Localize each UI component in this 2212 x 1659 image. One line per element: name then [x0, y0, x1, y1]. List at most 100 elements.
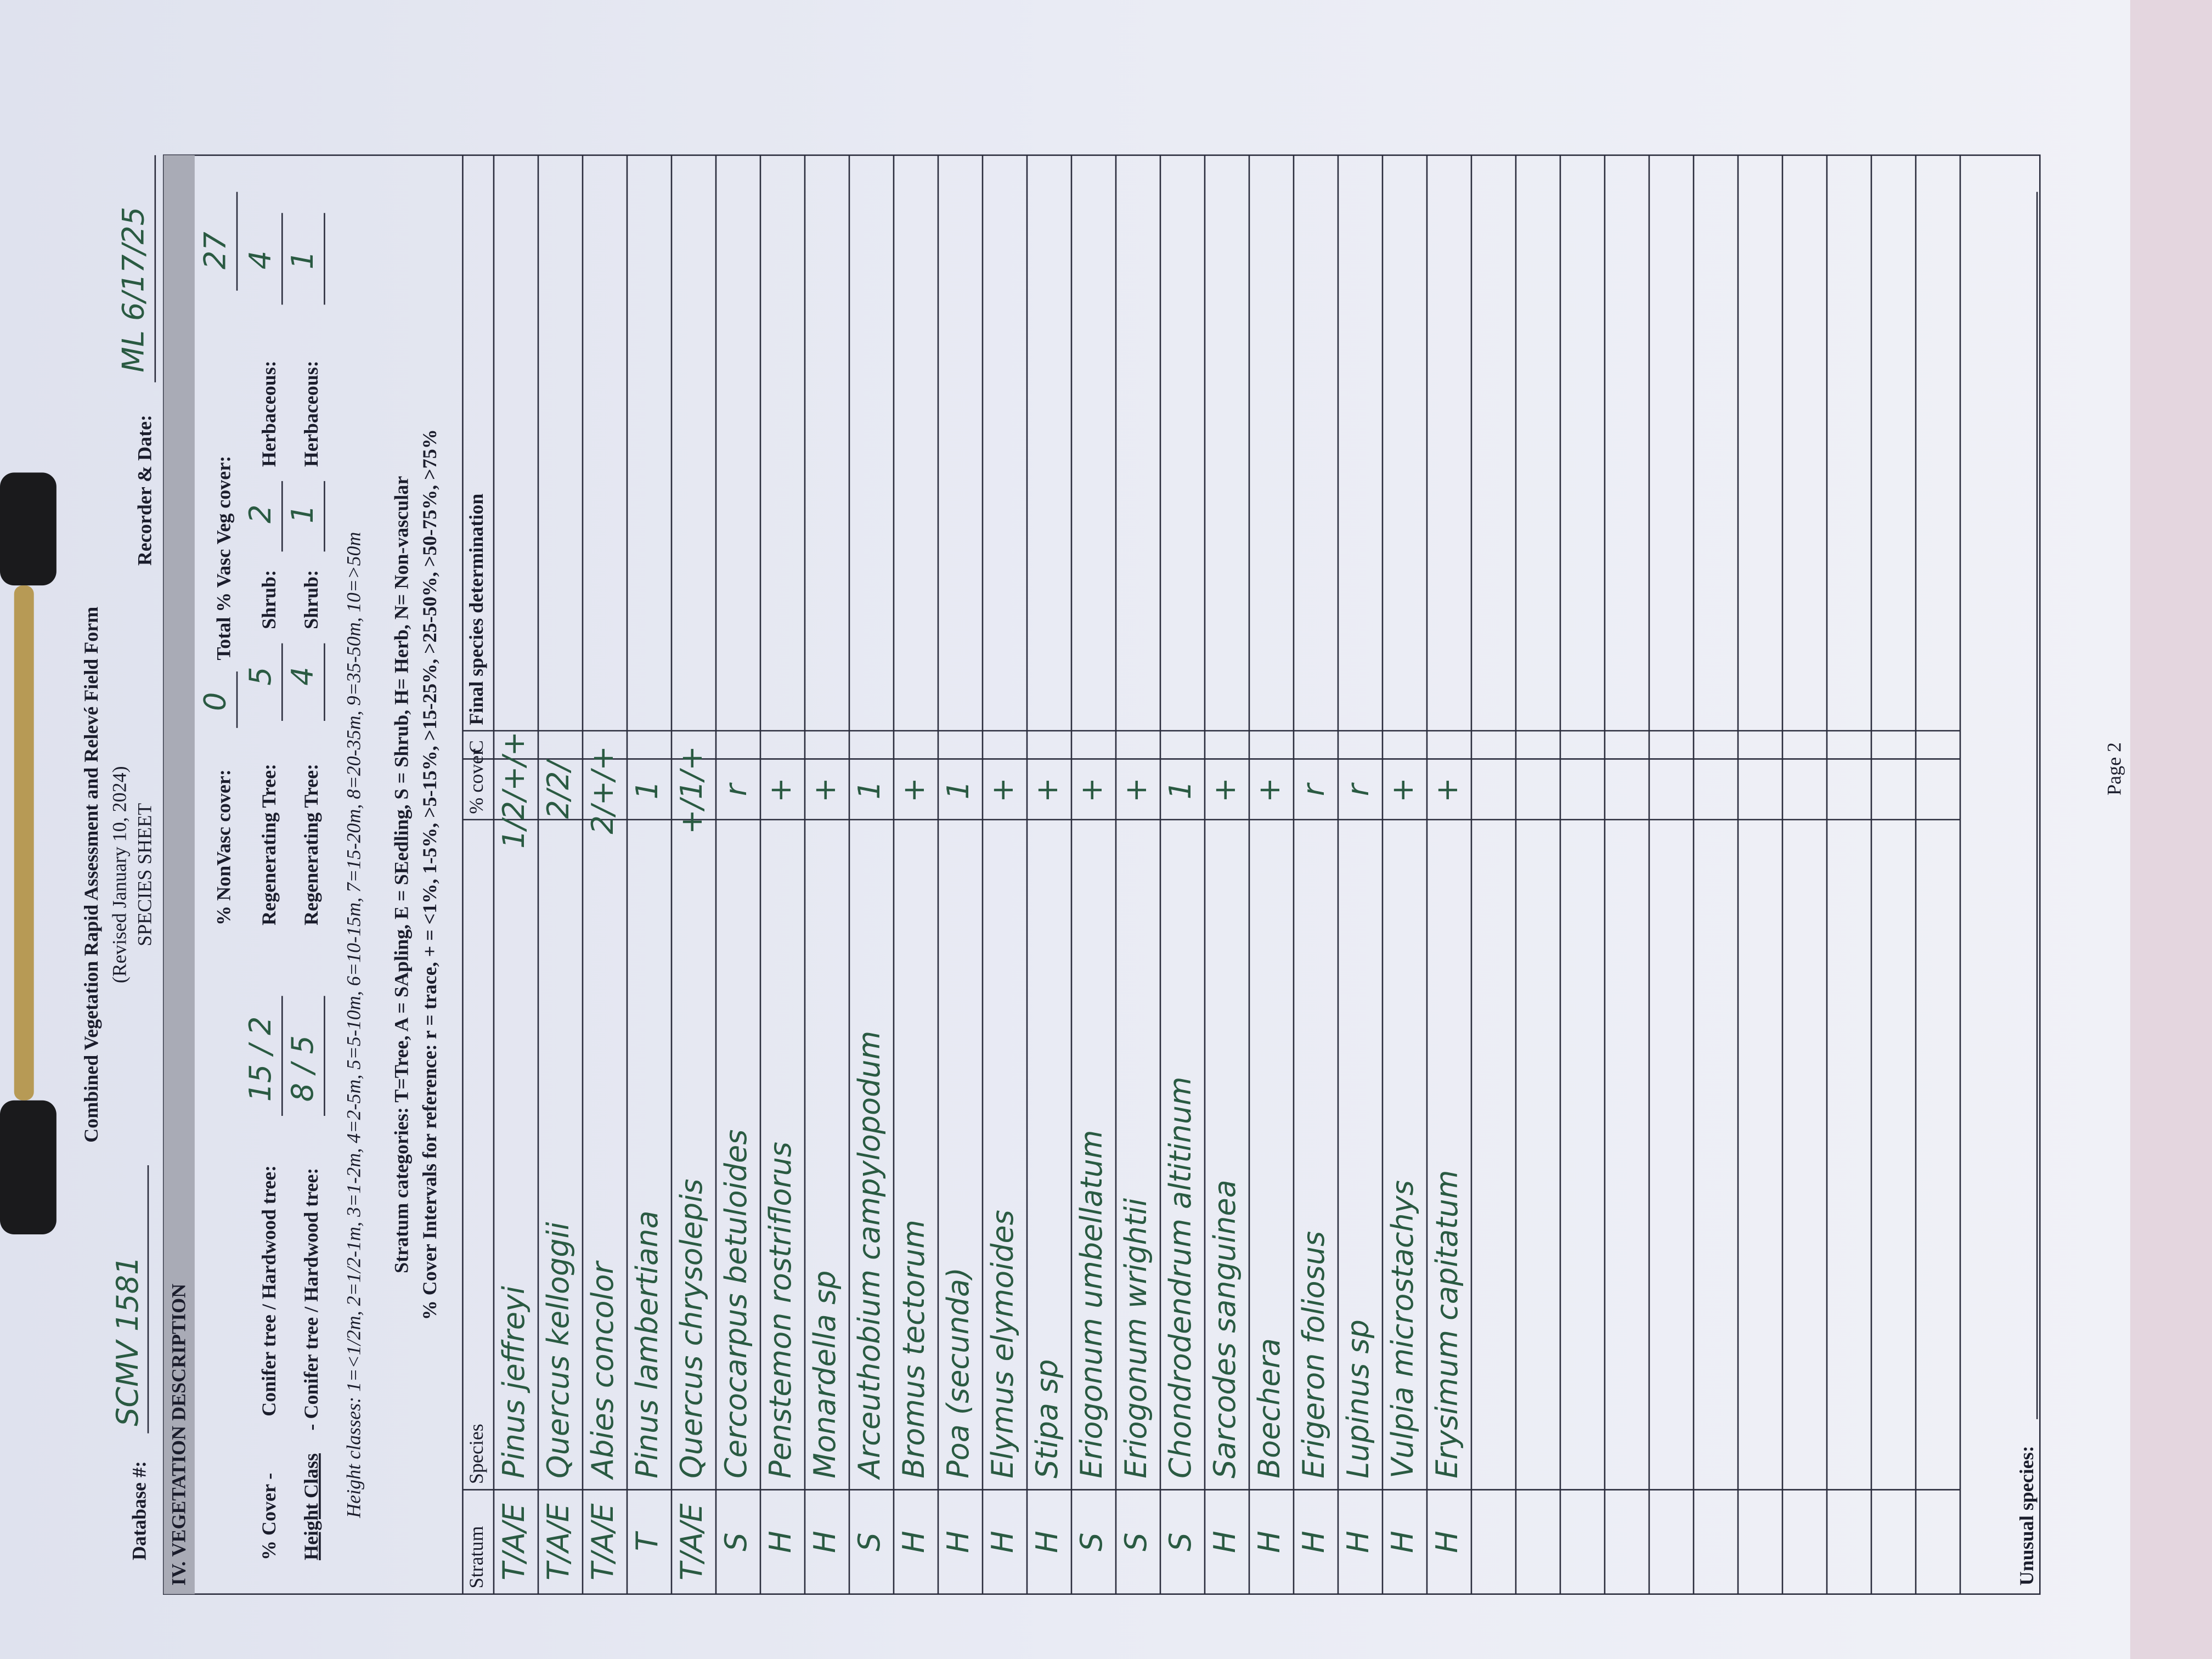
- field-value: 1: [285, 505, 320, 523]
- section-bar: [163, 155, 195, 1594]
- page-number: Page 2: [2103, 742, 2125, 795]
- cover: +: [896, 777, 931, 802]
- stratum: H: [1030, 1531, 1064, 1553]
- field-value: 1: [285, 251, 320, 269]
- species: Elymus elymoides: [985, 1210, 1020, 1479]
- stratum: T/A/E: [496, 1503, 531, 1580]
- cover-intervals: % Cover Intervals for reference: r = tra…: [419, 429, 441, 1320]
- database: SCMV 1581: [110, 1256, 145, 1426]
- column-header: C: [465, 740, 487, 753]
- field-label: Height Class: [300, 1453, 322, 1560]
- stratum: H: [1430, 1531, 1464, 1553]
- revised: (Revised January 10, 2024): [108, 766, 130, 983]
- clip: [0, 472, 57, 586]
- field-value: 4: [285, 667, 320, 685]
- species: Eriogonum umbellatum: [1074, 1130, 1109, 1479]
- species: Vulpia microstachys: [1385, 1180, 1420, 1479]
- cover: r: [1341, 782, 1375, 796]
- field-label: Herbaceous:: [258, 360, 280, 467]
- field-value: 27: [198, 232, 233, 269]
- stratum: S: [1119, 1532, 1153, 1551]
- stratum: S: [719, 1532, 753, 1551]
- column-header: Species: [465, 1424, 487, 1484]
- stratum: H: [941, 1531, 975, 1553]
- clip-bar: [14, 585, 34, 1101]
- cover: +/1/+: [674, 746, 709, 834]
- stratum: T/A/E: [541, 1503, 575, 1580]
- cover: +: [1207, 777, 1242, 802]
- recorder: ML 6/17/25: [116, 207, 150, 373]
- form-title: Combined Vegetation Rapid Assessment and…: [80, 607, 102, 1143]
- clip: [0, 1100, 57, 1234]
- field-label: Herbaceous:: [300, 360, 322, 467]
- field-value: 5: [243, 667, 278, 685]
- cover: +: [1030, 777, 1064, 802]
- species: Boechera: [1252, 1338, 1286, 1479]
- recorder-label: Recorder & Date:: [134, 415, 156, 566]
- field-value: 8 / 5: [285, 1035, 320, 1102]
- species: Eriogonum wrightii: [1119, 1198, 1153, 1479]
- stratum: T/A/E: [585, 1503, 620, 1580]
- height-classes: Height classes: 1=<1/2m, 2=1/2-1m, 3=1-2…: [342, 532, 364, 1518]
- cover: +: [763, 777, 798, 802]
- species: Pinus lambertiana: [630, 1211, 664, 1479]
- stratum: H: [1207, 1531, 1242, 1553]
- species: Stipa sp: [1030, 1359, 1064, 1478]
- stratum: T: [630, 1531, 664, 1551]
- unusual-label: Unusual species:: [2016, 1446, 2038, 1585]
- stratum: S: [852, 1532, 887, 1551]
- species: Quercus kelloggii: [541, 1222, 575, 1478]
- sheet-title: SPECIES SHEET: [134, 803, 156, 946]
- field-label: Regenerating Tree:: [300, 764, 322, 926]
- stratum: H: [1296, 1531, 1331, 1553]
- stratum: S: [1074, 1532, 1109, 1551]
- cover: +: [808, 777, 842, 802]
- field-value: 4: [243, 251, 278, 269]
- stratum: H: [763, 1531, 798, 1553]
- stratum: S: [1163, 1532, 1198, 1551]
- stratum: H: [1341, 1531, 1375, 1553]
- cover: 1: [941, 781, 975, 799]
- stratum: H: [808, 1531, 842, 1553]
- stratum: T/A/E: [674, 1503, 709, 1580]
- field-label: % NonVasc cover:: [213, 769, 235, 926]
- stratum: H: [1252, 1531, 1286, 1553]
- field-value: 0: [198, 692, 233, 711]
- cover: +: [1119, 777, 1153, 802]
- species: Quercus chrysolepis: [674, 1179, 709, 1479]
- field-value: 2: [243, 505, 278, 523]
- form: Database #: SCMV 1581 Combined Vegetation …: [80, 154, 2125, 1595]
- paper-stack: [2123, 0, 2212, 1659]
- species: Bromus tectorum: [896, 1220, 931, 1479]
- species: Chondrodendrum altitinum: [1163, 1076, 1198, 1478]
- species: Sarcodes sanguinea: [1207, 1180, 1242, 1479]
- cover: 1: [630, 781, 664, 799]
- cover: +: [1074, 777, 1109, 802]
- species: Pinus jeffreyi: [496, 1286, 531, 1479]
- cover: 1: [1163, 781, 1198, 799]
- field-label: Total % Vasc Veg cover:: [213, 456, 235, 661]
- cover: +: [1385, 777, 1420, 802]
- species: Cercocarpus betuloides: [719, 1130, 753, 1479]
- cover: r: [719, 782, 753, 796]
- stratum: H: [896, 1531, 931, 1553]
- species: Arceuthobium campylopodum: [852, 1031, 887, 1480]
- field-label: Conifer tree / Hardwood tree:: [258, 1165, 280, 1417]
- cover: 2/+/+: [585, 746, 620, 834]
- species: Erysimum capitatum: [1430, 1170, 1464, 1479]
- species: Lupinus sp: [1341, 1319, 1375, 1479]
- database-label: Database #:: [128, 1461, 150, 1560]
- cover: +: [985, 777, 1020, 802]
- species: Poa (secunda): [941, 1267, 975, 1479]
- field-label: % Cover -: [258, 1473, 280, 1560]
- species: Abies concolor: [585, 1260, 620, 1480]
- paper: [0, 0, 2130, 1659]
- field-label: Shrub:: [300, 570, 322, 629]
- column-header: Final species determination: [465, 494, 487, 725]
- cover: +: [1430, 777, 1464, 802]
- cover: +: [1252, 777, 1286, 802]
- species: Erigeron foliosus: [1296, 1231, 1331, 1479]
- species: Penstemon rostriflorus: [763, 1142, 798, 1479]
- column-header: Stratum: [465, 1526, 487, 1588]
